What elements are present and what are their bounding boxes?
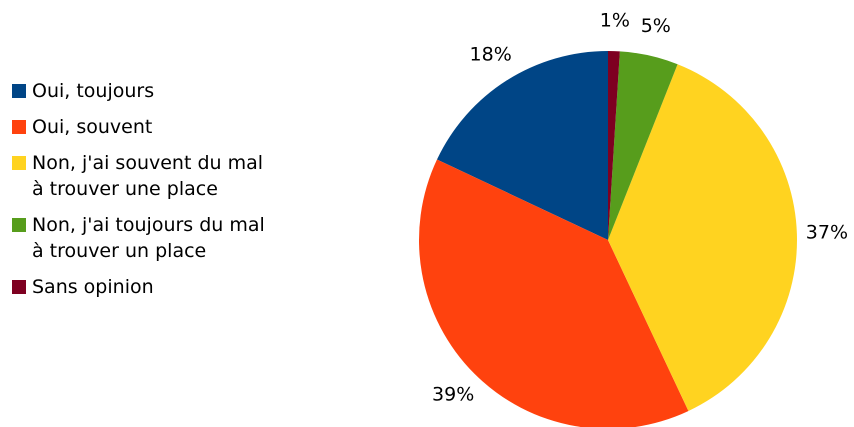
legend-swatch [12,120,26,134]
legend-item: Non, j'ai toujours du mal à trouver un p… [12,212,266,264]
data-label: 18% [470,44,512,66]
pie-slice [608,51,678,240]
legend-label: Oui, toujours [32,80,155,102]
legend-label: Non, j'ai toujours du mal à trouver un p… [32,214,265,262]
pie-slice [608,51,620,240]
data-label: 5% [641,15,671,37]
data-label: 37% [806,222,848,244]
data-label: 1% [600,10,630,32]
pie-slice [608,64,797,412]
legend-item: Oui, souvent [12,114,266,140]
legend: Oui, toujours Oui, souvent Non, j'ai souve… [12,78,266,310]
legend-swatch [12,280,26,294]
legend-swatch [12,156,26,170]
legend-swatch [12,218,26,232]
legend-swatch [12,84,26,98]
data-label: 39% [432,383,474,405]
legend-item: Non, j'ai souvent du mal à trouver une p… [12,150,266,202]
legend-label: Oui, souvent [32,116,153,138]
legend-label: Non, j'ai souvent du mal à trouver une p… [32,152,264,200]
legend-label: Sans opinion [32,276,154,298]
pie-slice [436,51,608,240]
legend-item: Oui, toujours [12,78,266,104]
pie-slice [419,159,689,427]
legend-item: Sans opinion [12,274,266,300]
